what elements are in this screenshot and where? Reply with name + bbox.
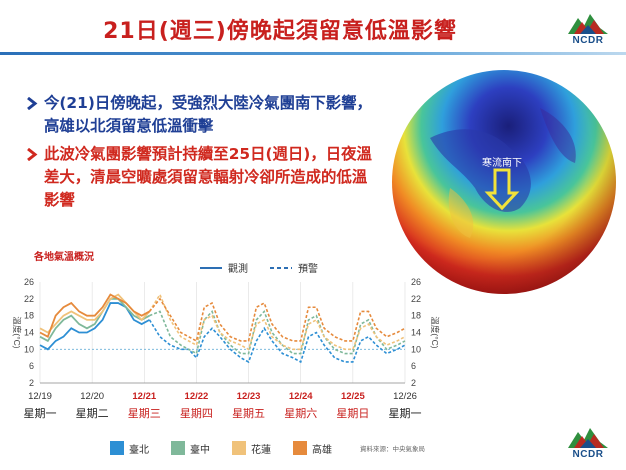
series-observed-line [39,302,150,351]
chevron-right-icon [27,97,38,110]
source-note: 資料來源：中央氣象局 [360,445,425,453]
x-tick-weekday: 星期四 [180,407,213,420]
series-observed-line [39,297,150,343]
legend-line-label: 預警 [298,262,318,275]
y-tick-label: 14 [24,328,34,338]
legend-swatch [171,441,185,455]
x-tick-date: 12/24 [289,391,313,402]
x-tick-date: 12/26 [393,391,417,402]
bullet-item: 此波冷氣團影響預計持續至25日(週日)，日夜溫差大，清晨空曠處須留意輻射冷卻所造… [26,143,376,212]
x-tick-date: 12/21 [132,391,156,402]
station-legend: 臺北 臺中 花蓮 高雄 [110,438,332,458]
x-tick-date: 12/19 [28,391,52,402]
header: 21日(週三)傍晚起須留意低溫影響 NCDR [0,0,626,55]
y-tick-label-right: 18 [411,311,421,321]
legend-item: 臺北 [110,441,149,456]
y-tick-label: 18 [24,311,34,321]
x-tick-date: 12/23 [237,391,261,402]
x-tick-weekday: 星期二 [76,407,109,420]
legend-label: 高雄 [312,444,332,456]
chevron-right-icon [27,148,38,161]
series-forecast-line [148,292,406,351]
legend-label: 花蓮 [251,444,271,456]
page-title: 21日(週三)傍晚起須留意低溫影響 [103,19,457,44]
y-axis-label-right: 溫度(°C) [430,316,440,348]
y-tick-label: 2 [29,378,34,388]
y-axis-label: 溫度(°C) [12,316,22,348]
y-tick-label: 22 [24,294,34,304]
x-tick-date: 12/25 [341,391,365,402]
x-tick-weekday: 星期日 [336,407,369,420]
legend-swatch [293,441,307,455]
bullet-text: 此波冷氣團影響預計持續至25日(週日)，日夜溫差大，清晨空曠處須留意輻射冷卻所造… [44,145,372,209]
series-forecast-line [149,309,406,355]
legend-item: 高雄 [293,441,332,456]
globe-label: 寒流南下 [482,156,522,169]
y-tick-label: 26 [24,277,34,287]
y-tick-label: 6 [29,361,34,371]
y-tick-label-right: 10 [411,344,421,354]
mountain-logo-icon [568,428,608,448]
bullet-text: 今(21)日傍晚起，受強烈大陸冷氣團南下影響，高雄以北須留意低溫衝擊 [44,94,372,135]
legend-label: 臺中 [190,444,210,456]
y-tick-label-right: 14 [411,328,421,338]
x-tick-weekday: 星期六 [284,407,317,420]
logo-text: NCDR [572,449,604,460]
globe-temperature-map: 寒流南下 [392,70,616,294]
y-tick-label-right: 6 [411,361,416,371]
mountain-logo-icon [568,14,608,34]
legend-label: 臺北 [129,444,149,456]
series-forecast-line [148,297,406,343]
y-tick-label-right: 2 [411,378,416,388]
y-tick-label-right: 22 [411,294,421,304]
bullet-item: 今(21)日傍晚起，受強烈大陸冷氣團南下影響，高雄以北須留意低溫衝擊 [26,92,376,138]
legend-item: 臺中 [171,441,210,456]
arrow-down-icon [484,168,520,211]
x-tick-date: 12/20 [80,391,104,402]
legend-item: 花蓮 [232,441,271,456]
y-tick-label: 10 [24,344,34,354]
chart-title: 各地氣溫概況 [34,252,94,263]
series-observed-line [39,293,150,338]
legend-line-label: 觀測 [228,262,248,275]
ncdr-logo: NCDR [566,10,610,46]
ncdr-logo-footer: NCDR [566,424,610,460]
x-tick-date: 12/22 [185,391,209,402]
legend-swatch [110,441,124,455]
legend-swatch [232,441,246,455]
x-tick-weekday: 星期三 [128,407,161,420]
x-tick-weekday: 星期一 [389,407,422,420]
x-tick-weekday: 星期一 [24,407,57,420]
x-tick-weekday: 星期五 [232,407,265,420]
series-forecast-line [148,319,406,364]
bullet-list: 今(21)日傍晚起，受強烈大陸冷氣團南下影響，高雄以北須留意低溫衝擊 此波冷氣團… [26,92,376,217]
logo-text: NCDR [572,35,604,46]
y-tick-label-right: 26 [411,277,421,287]
header-divider [0,52,626,55]
